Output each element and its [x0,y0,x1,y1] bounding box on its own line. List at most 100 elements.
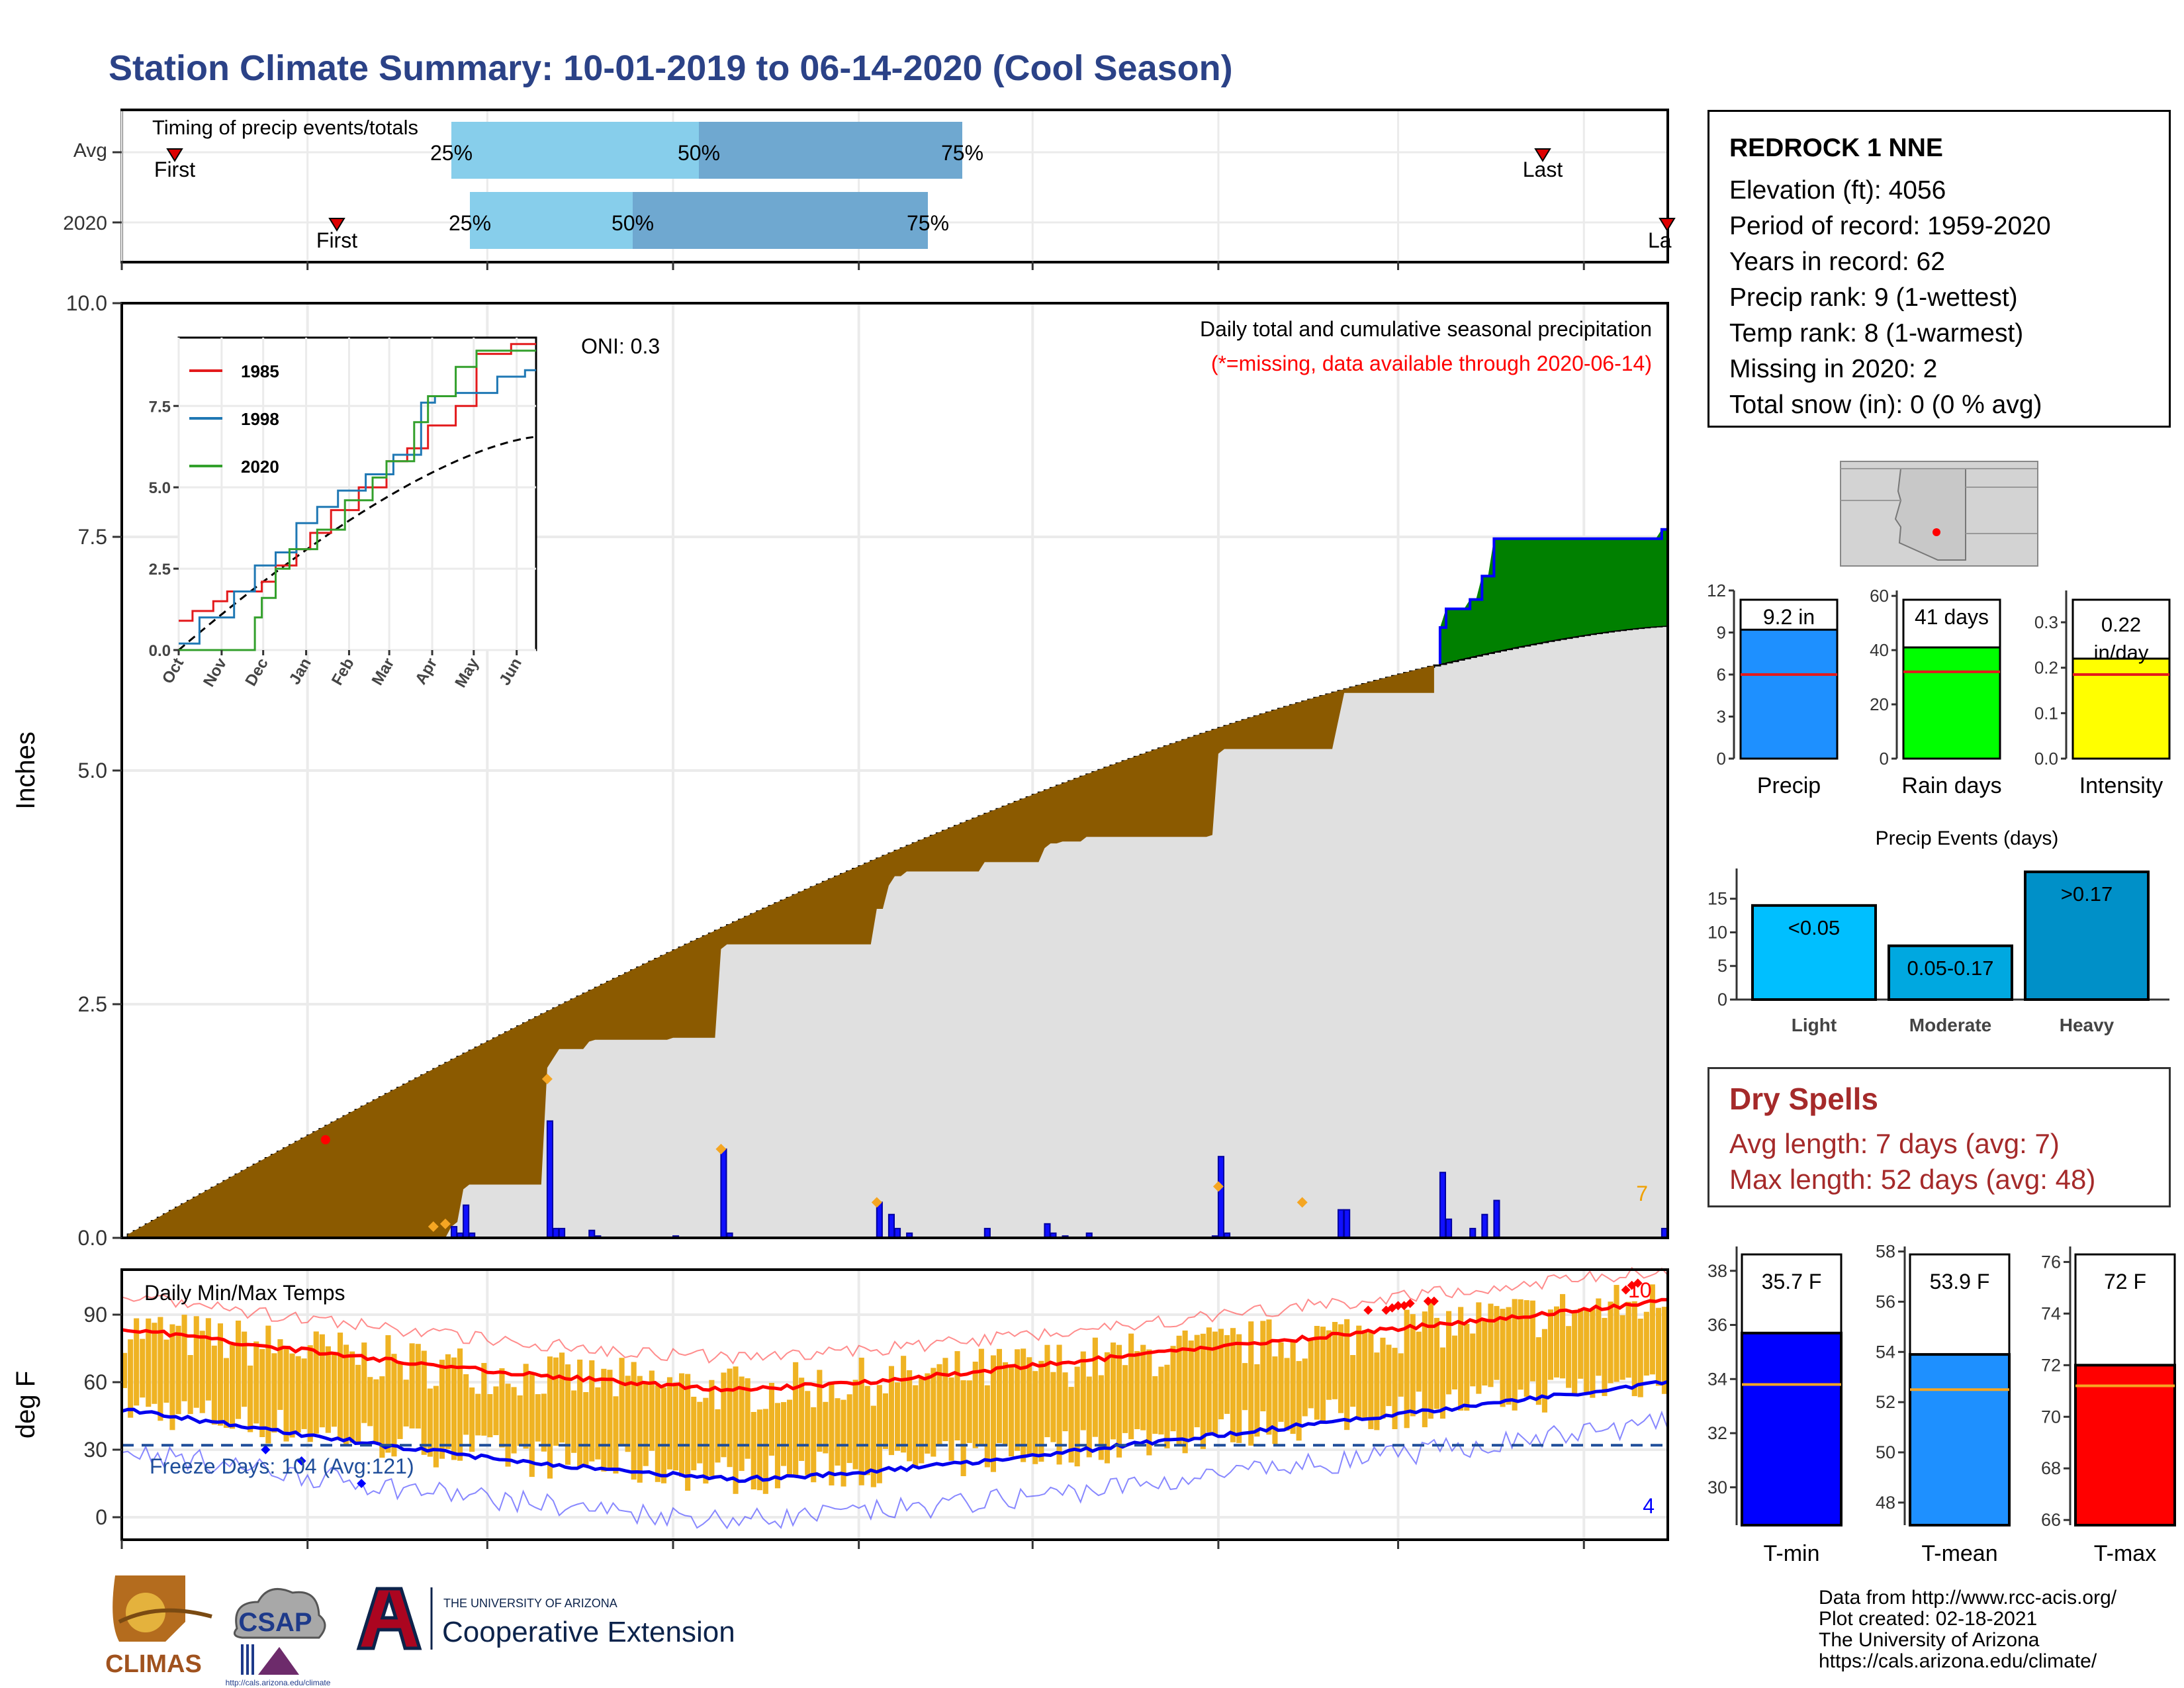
daily-temp-bar [1476,1302,1482,1394]
events-bar-label: 0.05-0.17 [1907,957,1994,980]
daily-temp-bar [925,1373,931,1454]
daily-temp-bar [1541,1329,1547,1413]
daily-temp-bar [841,1399,846,1487]
tmin-ytick-label: 38 [1707,1261,1727,1281]
daily-temp-bar [1554,1306,1560,1378]
daily-temp-bar [727,1368,733,1468]
dry-spells-box: Dry Spells Avg length: 7 days (avg: 7) M… [1707,1067,2171,1207]
csap-url: http://cals.arizona.edu/climate [226,1678,331,1687]
daily-temp-bar [1260,1321,1266,1411]
intensity-ytick-label: 0.2 [2034,658,2058,678]
daily-precip-bar [887,1213,895,1239]
timing-2020-q1-bar [470,192,633,249]
daily-temp-bar [756,1409,762,1491]
inset-xtick-label: Dec [242,655,271,690]
daily-temp-bar [936,1364,942,1446]
daily-temp-bar [835,1398,841,1466]
timing-avg-p50: 50% [678,141,720,165]
daily-precip-bar [559,1227,566,1239]
events-ytick-label: 15 [1707,889,1727,909]
daily-temp-bar [1062,1372,1068,1432]
daily-temp-bar [559,1352,565,1443]
precip_total-ytick-label: 6 [1717,665,1726,684]
arizona-map [1840,461,2038,567]
daily-temp-bar [1392,1348,1398,1429]
dry-spells-avg: Avg length: 7 days (avg: 7) [1729,1128,2060,1159]
daily-temp-bar [415,1344,421,1429]
daily-temp-bar [1302,1358,1308,1417]
tmax-ytick-label: 66 [2041,1510,2061,1530]
daily-temp-bar [1164,1364,1170,1448]
daily-temp-bar [319,1334,325,1428]
daily-temp-bar [152,1323,158,1404]
csap-wordmark: CSAP [238,1608,312,1637]
timing-2020-last-marker [1659,218,1676,232]
inset-frame [177,336,537,651]
ua-logo: THE UNIVERSITY OF ARIZONA Cooperative Ex… [356,1587,735,1650]
arizona-state-shape [1894,468,1966,561]
daily-temp-bar [355,1364,361,1442]
daily-temp-bar [271,1353,277,1433]
timing-2020-p75: 75% [907,211,949,235]
timing-avg-q2-bar [699,122,962,179]
station-precip-rank: Precip rank: 9 (1-wettest) [1729,283,2018,312]
daily-temp-bar [1464,1324,1470,1411]
inset-xtick-label: Jan [286,655,315,688]
tmax-xlabel: T-max [2094,1541,2156,1562]
timing-avg-last-marker [1534,148,1551,162]
daily-temp-bar [1170,1346,1176,1432]
daily-temp-bar [733,1366,739,1494]
daily-temp-bar [762,1409,768,1494]
snow-diamond [541,1073,553,1084]
daily-temp-bar [313,1331,319,1434]
daily-temp-bar [901,1356,907,1453]
daily-temp-bar [1416,1331,1422,1392]
station-snow: Total snow (in): 0 (0 % avg) [1729,391,2042,419]
daily-temp-bar [619,1358,625,1447]
precip-ytick-label: 2.5 [78,992,107,1016]
daily-temp-bar [433,1385,439,1468]
intensity-ytick-label: 0.3 [2034,612,2058,632]
cumulative-2020-deficit-area [128,665,1434,1238]
daily-temp-bar [289,1353,295,1438]
inset-ytick-label: 2.5 [149,561,171,579]
daily-temp-bar [1506,1307,1512,1405]
timing-2020-p25: 25% [449,211,491,235]
inset-ytick-label: 5.0 [149,479,171,497]
daily-temp-bar [1596,1298,1602,1376]
daily-temp-bar [1500,1309,1506,1407]
inset-xtick-label: Apr [412,655,441,688]
daily-temp-bar [960,1380,966,1476]
tmean-xlabel: T-mean [1921,1541,1997,1562]
daily-temp-bar [1140,1344,1146,1430]
events-bar-light [1751,904,1877,1001]
inset-1985-line [178,343,536,622]
oni-label: ONI: 0.3 [581,334,660,358]
tmin-value-label: 35.7 F [1762,1270,1822,1293]
daily-temp-bar [942,1358,948,1442]
rain_days-ytick-label: 60 [1870,586,1889,606]
cumulative-2020-surplus-area [1439,529,1668,664]
daily-temp-bar [343,1344,349,1446]
daily-temp-bar [253,1341,259,1424]
daily-temp-bar [457,1348,463,1461]
temp-title: Daily Min/Max Temps [144,1281,345,1305]
daily-temp-bar [799,1378,805,1461]
daily-temp-bar [691,1397,697,1471]
daily-temp-bar [301,1358,307,1429]
daily-temp-bar [931,1368,936,1457]
daily-temp-bar [1512,1299,1518,1411]
inset-xtick-label: Nov [200,655,230,690]
daily-temp-bar [1068,1387,1074,1463]
daily-temp-bar [1458,1307,1464,1411]
events-bar-label: >0.17 [2061,882,2113,906]
daily-temp-bar [230,1344,236,1429]
daily-temp-bar [852,1380,858,1470]
missing-marker [320,1135,330,1145]
daily-temp-bar [1518,1299,1524,1390]
rain_days-ytick-label: 20 [1870,694,1889,714]
daily-temp-bar [499,1368,505,1448]
csap-cloud [233,1587,326,1639]
daily-temp-bar [469,1387,475,1452]
daily-temp-bar [1242,1363,1248,1411]
